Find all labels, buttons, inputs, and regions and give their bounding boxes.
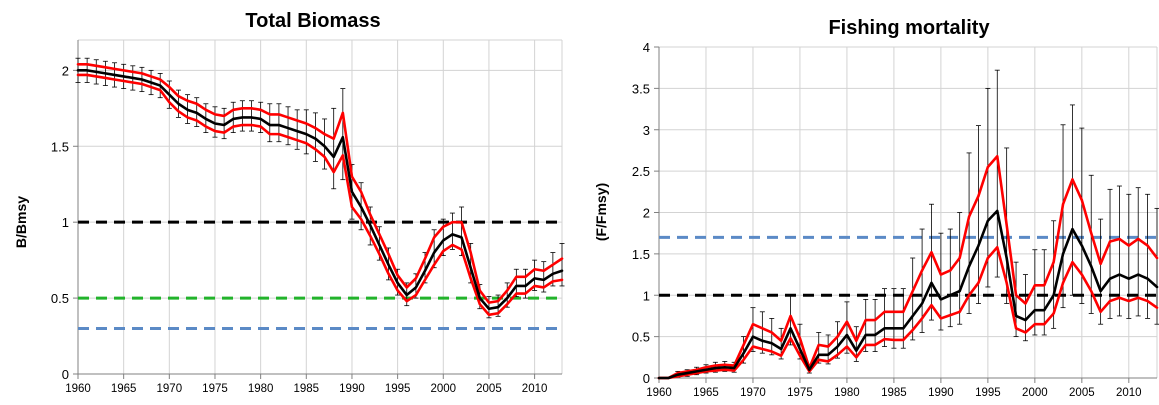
- y-tick-label: 2: [643, 206, 650, 221]
- y-tick-label: 1.5: [51, 139, 69, 154]
- x-tick-label: 1975: [787, 387, 813, 399]
- median-series-line: [76, 69, 564, 311]
- y-tick-label: 1: [62, 215, 69, 230]
- x-tick-label: 1980: [834, 387, 860, 399]
- y-tick-label: 3.5: [632, 81, 650, 96]
- x-tick-label: 2010: [522, 383, 548, 395]
- y-axis-label: (F/Fmsy): [593, 183, 609, 241]
- chart-title: Fishing mortality: [828, 17, 990, 39]
- biomass-chart: Total Biomass B/Bmsy 0 0.5 1 1.5 2 1960 1965 1…: [13, 10, 565, 395]
- x-tick-label: 2010: [1116, 387, 1142, 399]
- x-tick-label: 1980: [248, 383, 274, 395]
- upper-bound-series-line: [657, 154, 1159, 380]
- x-tick-label: 2005: [476, 383, 502, 395]
- x-tick-label: 1990: [339, 383, 365, 395]
- y-tick-label: 0.5: [632, 330, 650, 345]
- upper-bound-series-line: [76, 62, 564, 304]
- x-tick-label: 1960: [65, 383, 91, 395]
- y-axis-label: B/Bmsy: [13, 196, 29, 248]
- x-tick-label: 2005: [1069, 387, 1095, 399]
- x-tick-label: 2000: [430, 383, 456, 395]
- x-tick-label: 2000: [1022, 387, 1048, 399]
- lower-bound-series-line: [76, 73, 564, 317]
- chart-title: Total Biomass: [245, 10, 380, 32]
- x-tick-label: 1990: [928, 387, 954, 399]
- x-tick-label: 1985: [881, 387, 907, 399]
- y-tick-label: 0: [62, 367, 69, 382]
- lower-bound-series-line: [657, 245, 1159, 380]
- y-tick-label: 0.5: [51, 291, 69, 306]
- x-tick-label: 1975: [202, 383, 228, 395]
- y-tick-label: 3: [643, 123, 650, 138]
- y-tick-label: 2.5: [632, 164, 650, 179]
- x-tick-label: 1965: [111, 383, 137, 395]
- x-tick-label: 1985: [294, 383, 320, 395]
- x-tick-label: 1970: [740, 387, 766, 399]
- y-tick-label: 2: [62, 63, 69, 78]
- x-tick-label: 1995: [385, 383, 411, 395]
- y-tick-label: 0: [643, 371, 650, 386]
- x-tick-label: 1965: [693, 387, 719, 399]
- median-series-line: [657, 209, 1159, 380]
- x-tick-label: 1995: [975, 387, 1001, 399]
- x-tick-label: 1970: [157, 383, 183, 395]
- y-tick-label: 1: [643, 288, 650, 303]
- y-tick-label: 1.5: [632, 247, 650, 262]
- y-tick-label: 4: [643, 40, 650, 55]
- fishing-mortality-chart: Fishing mortality (F/Fmsy) 0 0.5 1 1.5 2 2.5 3…: [593, 17, 1159, 399]
- x-tick-label: 1960: [646, 387, 672, 399]
